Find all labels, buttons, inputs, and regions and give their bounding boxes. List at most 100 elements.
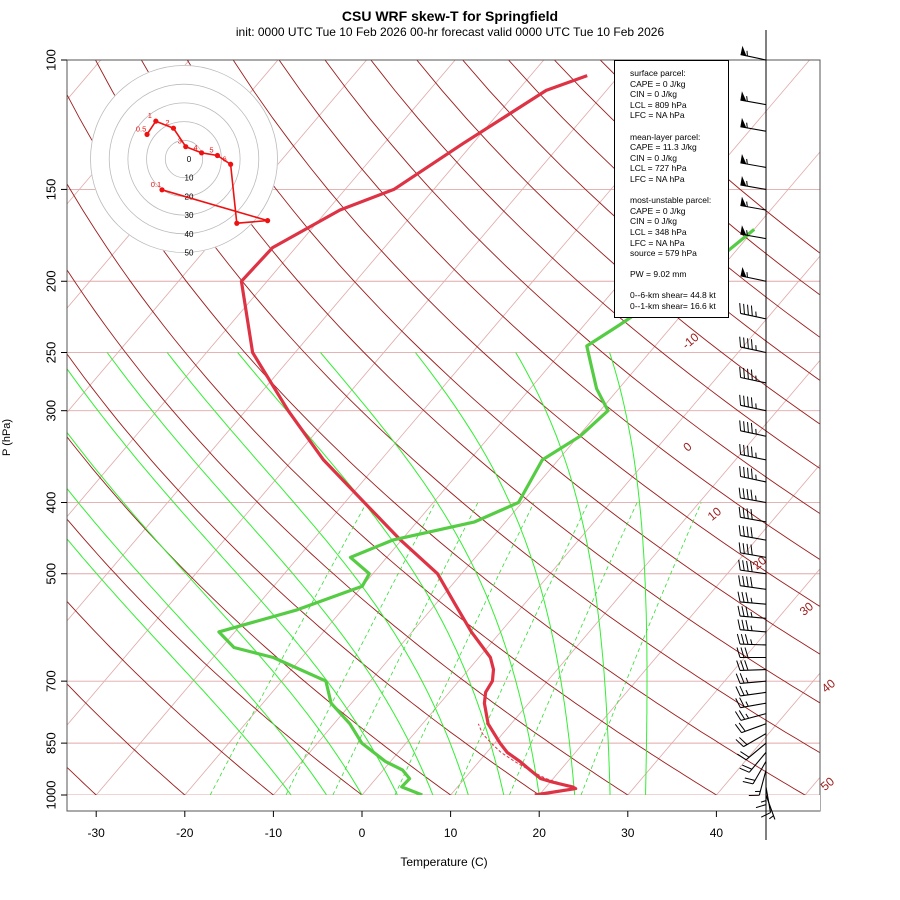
- moist-adiabat: [106, 352, 434, 796]
- wind-barb: [738, 525, 767, 541]
- wind-barb: [742, 761, 767, 785]
- y-tick-label: 850: [43, 732, 58, 754]
- wind-barb: [760, 786, 772, 818]
- parcel-parameters-box: surface parcel: CAPE = 0 J/kg CIN = 0 J/…: [614, 60, 729, 318]
- hodograph-ring-label: 0: [187, 155, 192, 164]
- hodograph-ring: [108, 83, 260, 235]
- hodograph-point-label: 4: [194, 143, 198, 152]
- y-tick-label: 500: [43, 563, 58, 585]
- y-tick-label: 100: [43, 49, 58, 71]
- hodograph-ring-label: 10: [185, 174, 194, 183]
- wind-barb: [735, 673, 767, 684]
- wind-barb: [737, 619, 767, 633]
- wind-barb: [738, 506, 767, 523]
- wind-barb: [737, 591, 767, 605]
- hodograph-point-label: 5: [209, 145, 213, 154]
- hodograph-ring: [127, 102, 241, 216]
- mixing-ratio-line: [394, 502, 535, 796]
- dry-adiabat: [278, 60, 820, 561]
- moist-adiabat: [67, 538, 292, 796]
- mean-layer-cin: CIN = 0 J/kg: [630, 152, 678, 163]
- y-tick-label: 200: [43, 270, 58, 292]
- profiles: [217, 74, 756, 797]
- y-tick-label: 300: [43, 400, 58, 422]
- hodograph-point: [234, 220, 240, 226]
- moist-adiabat: [320, 352, 540, 796]
- shear-0-6km: 0--6-km shear= 44.8 kt: [630, 290, 716, 301]
- isotherm: [702, 672, 820, 811]
- wind-barb: [740, 154, 767, 168]
- hodograph-ring-label: 40: [185, 230, 194, 239]
- most-unstable-cin: CIN = 0 J/kg: [630, 216, 678, 227]
- wind-barb: [739, 752, 767, 773]
- most-unstable-lcl: LCL = 348 hPa: [630, 226, 687, 237]
- hodograph-ring-label: 50: [185, 249, 194, 258]
- dry-adiabat: [95, 60, 820, 754]
- hodograph-point: [265, 218, 271, 224]
- x-axis-label: Temperature (C): [400, 855, 488, 869]
- moist-adiabat: [237, 352, 505, 796]
- y-tick-label: 150: [43, 179, 58, 201]
- hodograph-point-label: 0.5: [136, 124, 146, 133]
- wind-barb: [739, 336, 767, 354]
- dry-adiabat-label: 40: [819, 676, 838, 696]
- wind-barb: [740, 176, 767, 190]
- hodograph-ring-label: 30: [185, 211, 194, 220]
- mean-layer-lfc: LFC = NA hPa: [630, 173, 685, 184]
- y-tick-label: 700: [43, 670, 58, 692]
- hodograph-point-label: 0.1: [151, 180, 161, 189]
- dry-adiabat: [186, 60, 820, 655]
- dry-adiabat-label: 10: [705, 504, 724, 524]
- hodograph-point-label: 2: [165, 118, 169, 127]
- x-tick-label: 20: [533, 826, 547, 840]
- wind-barb: [735, 697, 767, 709]
- dry-adiabat-label: -10: [679, 330, 702, 352]
- surface-parcel-header: surface parcel:: [630, 68, 686, 78]
- mixing-ratio-line: [285, 502, 436, 796]
- dry-adiabat: [67, 518, 383, 811]
- x-tick-label: -30: [88, 826, 106, 840]
- hodograph-ring: [164, 139, 204, 179]
- isotherm: [67, 60, 456, 518]
- wind-barb: [738, 542, 767, 558]
- mixing-ratio-line: [209, 502, 367, 796]
- dry-adiabat: [67, 182, 743, 811]
- mixing-ratio-line: [580, 502, 702, 796]
- dry-adiabat: [232, 60, 820, 607]
- hodograph-point: [170, 125, 177, 131]
- dry-adiabat: [141, 60, 820, 704]
- surface-lfc: LFC = NA hPa: [630, 110, 685, 121]
- most-unstable-cape: CAPE = 0 J/kg: [630, 205, 686, 216]
- parcel-trace: [477, 723, 573, 788]
- wind-barb: [739, 420, 767, 437]
- hodograph-point-label: 3: [178, 137, 182, 146]
- wind-barb: [737, 742, 767, 761]
- dry-adiabat: [67, 353, 563, 811]
- most-unstable-lfc: LFC = NA hPa: [630, 237, 685, 248]
- dry-adiabat: [324, 60, 820, 515]
- hodograph-ring: [90, 65, 278, 253]
- wind-barb: [740, 117, 767, 132]
- isotherm: [525, 464, 820, 811]
- x-tick-label: 30: [621, 826, 635, 840]
- hodograph-point: [144, 131, 150, 137]
- wind-barb: [740, 196, 767, 211]
- wind-barb: [755, 778, 767, 809]
- wind-barb: [738, 487, 767, 504]
- mean-layer-cape: CAPE = 11.3 J/kg: [630, 142, 697, 153]
- surface-lcl: LCL = 809 hPa: [630, 99, 687, 110]
- hodograph-point: [214, 152, 221, 159]
- moist-adiabat: [67, 431, 363, 796]
- wind-barb: [748, 769, 767, 797]
- hodograph-point-label: 1: [148, 111, 152, 120]
- shear-0-1km: 0--1-km shear= 16.6 kt: [630, 301, 716, 312]
- x-tick-label: 10: [444, 826, 458, 840]
- mean-layer-lcl: LCL = 727 hPa: [630, 163, 687, 174]
- isotherm: [67, 60, 633, 726]
- surface-cape: CAPE = 0 J/kg: [630, 78, 686, 89]
- wind-barb: [765, 794, 776, 820]
- y-tick-label: 400: [43, 492, 58, 514]
- dry-adiabat: [416, 60, 820, 425]
